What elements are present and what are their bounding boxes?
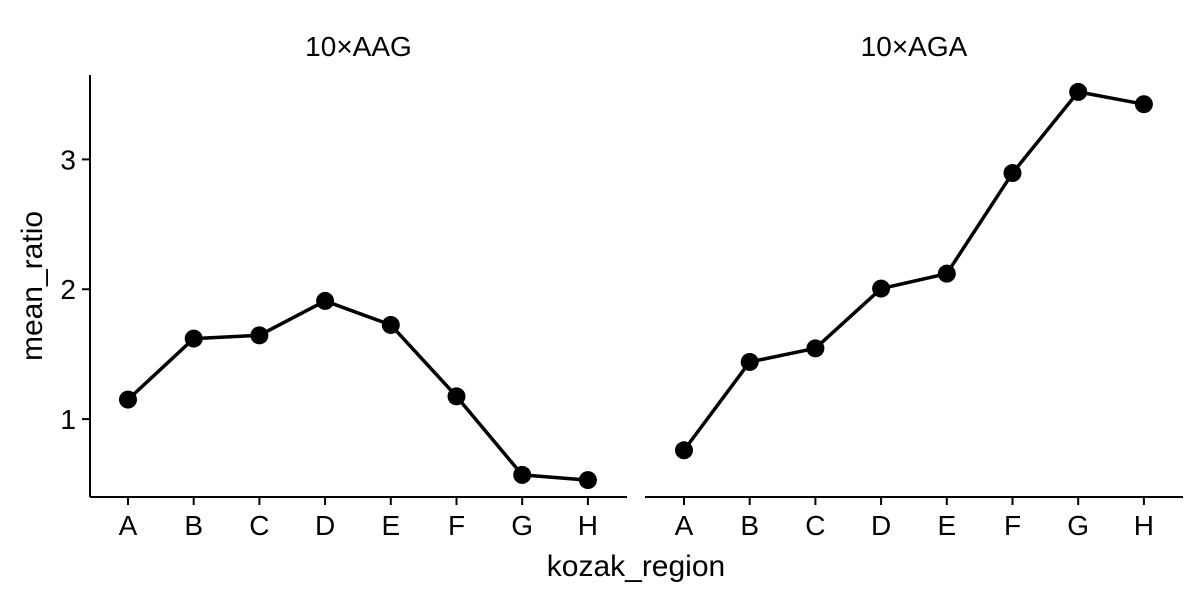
x-tick-label: E <box>381 510 400 541</box>
panel-title: 10×AAG <box>305 31 412 62</box>
data-point <box>937 264 956 283</box>
x-tick-label: E <box>937 510 956 541</box>
y-axis-title: mean_ratio <box>16 211 49 361</box>
series-line <box>682 90 1145 452</box>
data-point <box>316 291 335 310</box>
data-point <box>872 279 891 298</box>
data-point <box>1003 164 1022 183</box>
x-tick-label: G <box>511 510 533 541</box>
data-point <box>1134 95 1153 114</box>
panel-1: 10×AAG 1 2 3 A B C D E F G H <box>60 31 627 541</box>
x-tick-label: G <box>1067 510 1089 541</box>
x-tick-label: H <box>1134 510 1154 541</box>
x-tick-label: D <box>871 510 891 541</box>
x-tick-label: D <box>315 510 335 541</box>
x-tick-label: A <box>675 510 694 541</box>
x-tick-label: C <box>805 510 825 541</box>
y-tick-label: 1 <box>60 404 76 435</box>
x-tick-label: A <box>119 510 138 541</box>
data-point <box>740 352 759 371</box>
data-point <box>447 387 466 406</box>
x-tick-label: H <box>578 510 598 541</box>
x-tick-label: F <box>448 510 465 541</box>
data-point <box>513 465 532 484</box>
x-tick-label: B <box>740 510 759 541</box>
data-point <box>806 339 825 358</box>
data-point <box>675 441 693 460</box>
x-tick-label: F <box>1004 510 1021 541</box>
series-line <box>126 299 589 482</box>
panel-title: 10×AGA <box>861 31 968 62</box>
data-point <box>250 326 269 345</box>
y-tick-label: 2 <box>60 274 76 305</box>
panel-2: 10×AGA A B C D E F G H <box>645 31 1183 541</box>
data-point <box>381 315 400 334</box>
y-tick-label: 3 <box>60 144 76 175</box>
x-tick-label: C <box>249 510 269 541</box>
data-point <box>184 329 203 348</box>
data-point <box>119 390 137 409</box>
data-point <box>1069 82 1088 101</box>
data-point <box>578 471 597 490</box>
x-tick-label: B <box>184 510 203 541</box>
x-axis-title: kozak_region <box>547 550 725 583</box>
